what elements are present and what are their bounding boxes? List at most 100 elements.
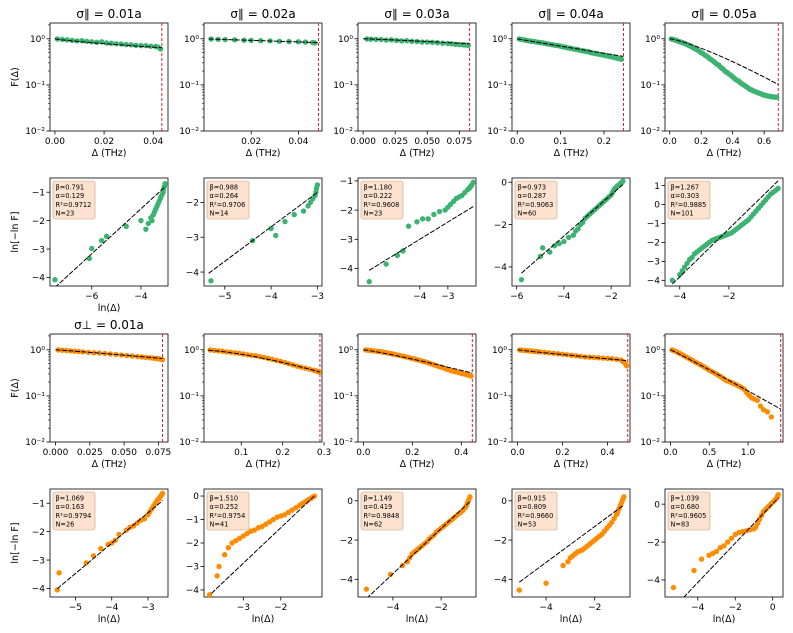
x-tick-label: 0.075 — [146, 448, 172, 458]
fit-line — [672, 180, 779, 285]
fit-stats-box — [206, 491, 250, 531]
fit-stat-line: β=0.988 — [210, 184, 239, 192]
y-tick-label: 0 — [501, 497, 507, 507]
y-tick-label: −2 — [32, 528, 45, 538]
data-point — [465, 42, 472, 49]
panel-title: σ⊥ = 0.01a — [74, 318, 144, 332]
data-point — [363, 586, 370, 592]
x-tick-label: 0.2 — [694, 137, 708, 147]
fit-line — [208, 38, 320, 44]
x-axis-label: Δ (THz) — [554, 148, 589, 159]
x-tick-label: 0.2 — [597, 137, 611, 147]
data-point — [145, 220, 152, 227]
x-tick-label: 0.6 — [757, 137, 772, 147]
data-point — [570, 232, 577, 238]
data-point — [757, 403, 764, 409]
y-tick-label: −4 — [340, 265, 354, 275]
x-axis-label: ln(Δ) — [98, 303, 121, 314]
fit-stat-line: β=1.180 — [364, 184, 393, 192]
data-point — [775, 185, 781, 192]
data-point — [419, 216, 426, 222]
y-tick-label: −2 — [494, 221, 507, 231]
data-point — [302, 39, 309, 45]
y-tick-label: −3 — [32, 556, 45, 566]
data-point — [216, 563, 222, 570]
panel-title: σ∥ = 0.03a — [384, 7, 449, 21]
subplot-2-4: 0.0 0.5 1.0 10⁻² 10⁻¹ 10⁰ Δ (THz) — [640, 333, 784, 470]
data-point — [547, 249, 553, 255]
fit-line — [208, 349, 321, 373]
fit-stat-line: N=23 — [56, 209, 75, 217]
y-tick-label: 10⁻² — [25, 127, 45, 137]
data-point — [306, 366, 313, 372]
axes-frame — [664, 333, 784, 443]
x-axis-label: ln(Δ) — [98, 614, 121, 625]
fit-stats-box — [52, 491, 96, 531]
data-point — [268, 225, 274, 232]
data-point — [439, 40, 446, 46]
fit-stat-line: α=0.680 — [671, 503, 700, 511]
y-tick-label: 10⁻² — [487, 127, 507, 137]
data-point — [618, 56, 625, 62]
fit-line — [363, 349, 473, 374]
y-tick-label: 10⁻² — [179, 438, 199, 448]
data-point — [94, 39, 100, 45]
data-point — [470, 179, 476, 186]
subplot-0-1: σ∥ = 0.02a 0.02 0.04 10⁻² 10⁻¹ 10⁰ Δ (THz) — [179, 7, 323, 159]
plot-area — [54, 490, 166, 593]
x-tick-label: 1.0 — [741, 448, 756, 458]
plot-area — [363, 334, 474, 442]
x-tick-label: 0.0 — [663, 448, 678, 458]
plot-area — [366, 179, 476, 285]
fit-stat-line: R²=0.9754 — [210, 512, 246, 520]
fit-stats-box — [360, 491, 404, 531]
fit-stat-line: N=14 — [210, 209, 229, 217]
y-tick-label: −2 — [494, 536, 507, 546]
data-point — [373, 36, 379, 43]
y-tick-label: −2 — [340, 536, 353, 546]
data-point — [133, 42, 139, 49]
subplot-3-0: −5 −4 −3 −4 −3 −2 −1 ln(Δ) ln[−ln F] β=1.069α=0.1… — [10, 488, 169, 625]
x-tick-label: 0.02 — [94, 137, 114, 147]
fit-line — [56, 500, 163, 590]
x-tick-label: 0.0 — [663, 137, 678, 147]
data-point — [224, 349, 230, 355]
fit-stat-line: R²=0.9706 — [210, 201, 246, 209]
x-tick-label: −4 — [386, 603, 400, 613]
data-point — [129, 353, 136, 359]
data-point — [128, 42, 134, 48]
data-point — [96, 350, 103, 356]
data-point — [300, 208, 307, 214]
plot-area — [669, 180, 781, 285]
fit-stat-line: N=62 — [364, 520, 383, 528]
fit-stat-line: R²=0.9605 — [671, 512, 707, 520]
y-tick-label: 0 — [654, 201, 660, 211]
fit-stat-line: R²=0.9608 — [364, 201, 400, 209]
fit-stat-line: α=0.809 — [518, 503, 547, 511]
x-tick-label: 0.04 — [288, 137, 308, 147]
fit-stat-line: N=101 — [671, 209, 694, 217]
fit-stat-line: N=83 — [671, 520, 690, 528]
data-point — [138, 42, 144, 49]
x-tick-label: −4 — [673, 292, 687, 302]
data-point — [609, 356, 615, 362]
data-point — [282, 218, 288, 225]
data-point — [208, 278, 214, 284]
data-point — [148, 43, 154, 49]
x-tick-label: 0.04 — [143, 137, 163, 147]
y-tick-label: 10⁻² — [179, 127, 199, 137]
fit-line — [363, 38, 470, 45]
x-tick-label: −3 — [141, 603, 154, 613]
plot-area — [363, 494, 473, 597]
y-tick-label: −2 — [32, 217, 45, 227]
x-axis-label: ln(Δ) — [560, 614, 583, 625]
data-point — [394, 252, 401, 259]
fit-stat-line: β=1.510 — [210, 495, 239, 503]
x-tick-label: 0.025 — [77, 448, 103, 458]
x-axis-label: Δ (THz) — [246, 148, 281, 159]
fit-stat-line: β=1.267 — [671, 184, 700, 192]
y-tick-label: 10⁻¹ — [487, 392, 507, 402]
plot-area — [208, 23, 320, 131]
y-tick-label: −4 — [340, 576, 354, 586]
y-tick-label: 10⁻¹ — [25, 81, 45, 91]
